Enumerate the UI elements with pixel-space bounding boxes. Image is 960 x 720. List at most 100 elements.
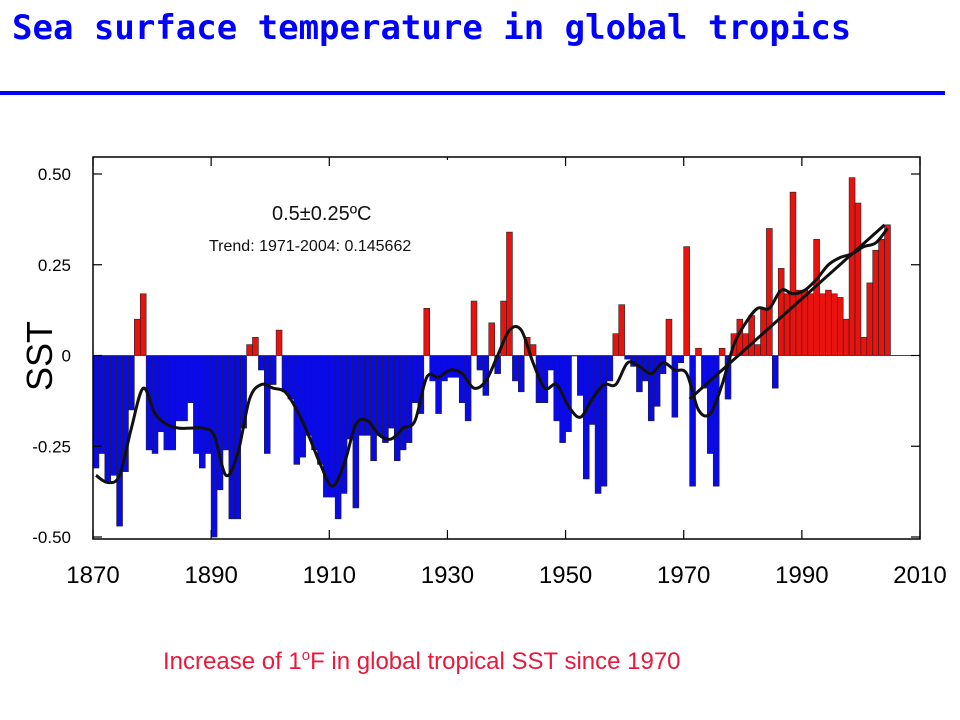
sst-bar xyxy=(582,355,590,480)
sst-bar xyxy=(836,297,844,356)
sst-bar xyxy=(411,355,419,403)
sst-bar xyxy=(518,355,525,393)
sst-bar xyxy=(783,293,791,356)
sst-bar xyxy=(346,355,354,440)
page-title: Sea surface temperature in global tropic… xyxy=(12,8,852,48)
sst-bar xyxy=(258,355,265,371)
sst-bar xyxy=(92,355,100,469)
sst-bar xyxy=(677,355,685,364)
sst-bar xyxy=(718,347,726,356)
sst-bar xyxy=(287,355,295,400)
title-divider xyxy=(0,91,945,95)
sst-bar xyxy=(754,344,761,356)
slide-caption: Increase of 1oF in global tropical SST s… xyxy=(163,647,681,676)
sst-bar xyxy=(766,228,773,356)
sst-bar xyxy=(151,355,159,454)
sst-bar xyxy=(689,355,696,487)
sst-bar xyxy=(393,355,401,462)
sst-bar xyxy=(653,355,661,407)
annotation-range: 0.5±0.25ºC xyxy=(272,203,371,225)
annotation-trend: Trend: 1971-2004: 0.145662 xyxy=(209,238,411,255)
sst-bar xyxy=(447,355,454,378)
sst-bar xyxy=(281,355,289,393)
sst-bar xyxy=(441,355,448,382)
sst-bar xyxy=(104,355,112,483)
sst-bar xyxy=(618,304,625,356)
caption-text-post: F in global tropical SST since 1970 xyxy=(310,648,681,675)
sst-bar xyxy=(488,322,495,356)
sst-bar xyxy=(470,300,478,356)
sst-bar xyxy=(854,202,862,356)
sst-bar xyxy=(193,355,200,454)
sst-bar xyxy=(872,249,879,356)
sst-bar xyxy=(399,355,407,451)
sst-bar xyxy=(594,355,602,494)
sst-bar xyxy=(647,355,655,422)
sst-bar xyxy=(464,355,472,422)
sst-bar xyxy=(707,355,714,454)
sst-bar xyxy=(305,355,312,436)
sst-bar xyxy=(506,231,513,356)
sst-bar xyxy=(435,355,442,414)
x-tick-label: 1990 xyxy=(775,562,828,589)
sst-bar xyxy=(317,355,324,465)
sst-bar xyxy=(848,177,856,356)
sst-bar xyxy=(789,191,797,356)
y-tick-label: -0.25 xyxy=(32,437,71,456)
sst-bar xyxy=(405,355,413,443)
plot-frame xyxy=(92,156,921,540)
sst-bar xyxy=(813,239,820,356)
sst-bar xyxy=(825,289,832,356)
sst-bar xyxy=(588,355,596,425)
sst-bar xyxy=(299,355,306,458)
sst-bar xyxy=(547,355,555,371)
sst-bar xyxy=(665,318,673,356)
sst-bar xyxy=(884,224,891,356)
sst-bar xyxy=(181,355,188,422)
sst-bar xyxy=(110,355,117,476)
sst-bar xyxy=(139,293,147,356)
y-tick-label: -0.50 xyxy=(32,528,71,547)
sst-bar xyxy=(565,355,572,433)
sst-bar xyxy=(541,355,549,403)
sst-bar xyxy=(600,355,608,487)
sst-bar xyxy=(866,282,874,356)
sst-bar xyxy=(234,355,241,520)
sst-bar xyxy=(878,239,885,356)
sst-bar xyxy=(772,355,779,389)
sst-bar xyxy=(807,293,814,356)
sst-bar xyxy=(228,355,236,520)
y-tick-label: 0.50 xyxy=(38,165,71,184)
sst-bar xyxy=(382,355,389,443)
sst-bar xyxy=(169,355,177,451)
sst-bar xyxy=(831,293,838,356)
sst-bar xyxy=(458,355,466,403)
sst-bar xyxy=(246,344,253,356)
x-tick-label: 1930 xyxy=(421,562,474,589)
sst-bar xyxy=(423,308,431,356)
sst-bar xyxy=(476,355,484,371)
sst-bar xyxy=(577,355,584,396)
sst-bar xyxy=(624,355,631,360)
sst-bar xyxy=(512,355,519,382)
sst-bar xyxy=(612,333,620,356)
sst-bar xyxy=(370,355,377,462)
smoothed-sst-curve xyxy=(95,227,889,488)
sst-bar xyxy=(376,355,383,436)
sst-bar xyxy=(671,355,679,418)
sst-bar xyxy=(606,355,614,382)
sst-bar xyxy=(860,337,868,356)
x-tick-label: 1870 xyxy=(66,562,119,589)
sst-bar xyxy=(204,355,212,454)
x-tick-label: 1950 xyxy=(539,562,592,589)
sst-bar xyxy=(683,246,690,356)
x-tick-label: 1890 xyxy=(184,562,237,589)
annotation-box xyxy=(204,194,480,270)
sst-bar xyxy=(222,355,230,451)
sst-bar xyxy=(328,355,336,498)
caption-text-pre: Increase of 1 xyxy=(163,648,302,675)
caption-degree-superscript: o xyxy=(301,647,311,664)
y-axis-label: SST xyxy=(19,321,60,391)
sst-bar xyxy=(134,318,141,356)
